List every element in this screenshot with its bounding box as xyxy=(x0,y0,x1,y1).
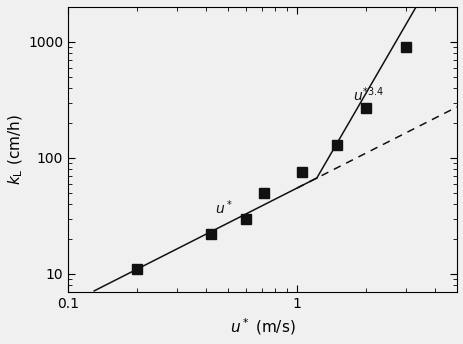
X-axis label: $u^*$ (m/s): $u^*$ (m/s) xyxy=(229,316,295,337)
Text: $u^{*3.4}$: $u^{*3.4}$ xyxy=(352,85,383,104)
Y-axis label: $k_\mathrm{L}$ (cm/h): $k_\mathrm{L}$ (cm/h) xyxy=(7,114,25,185)
Text: $u^*$: $u^*$ xyxy=(215,198,233,217)
